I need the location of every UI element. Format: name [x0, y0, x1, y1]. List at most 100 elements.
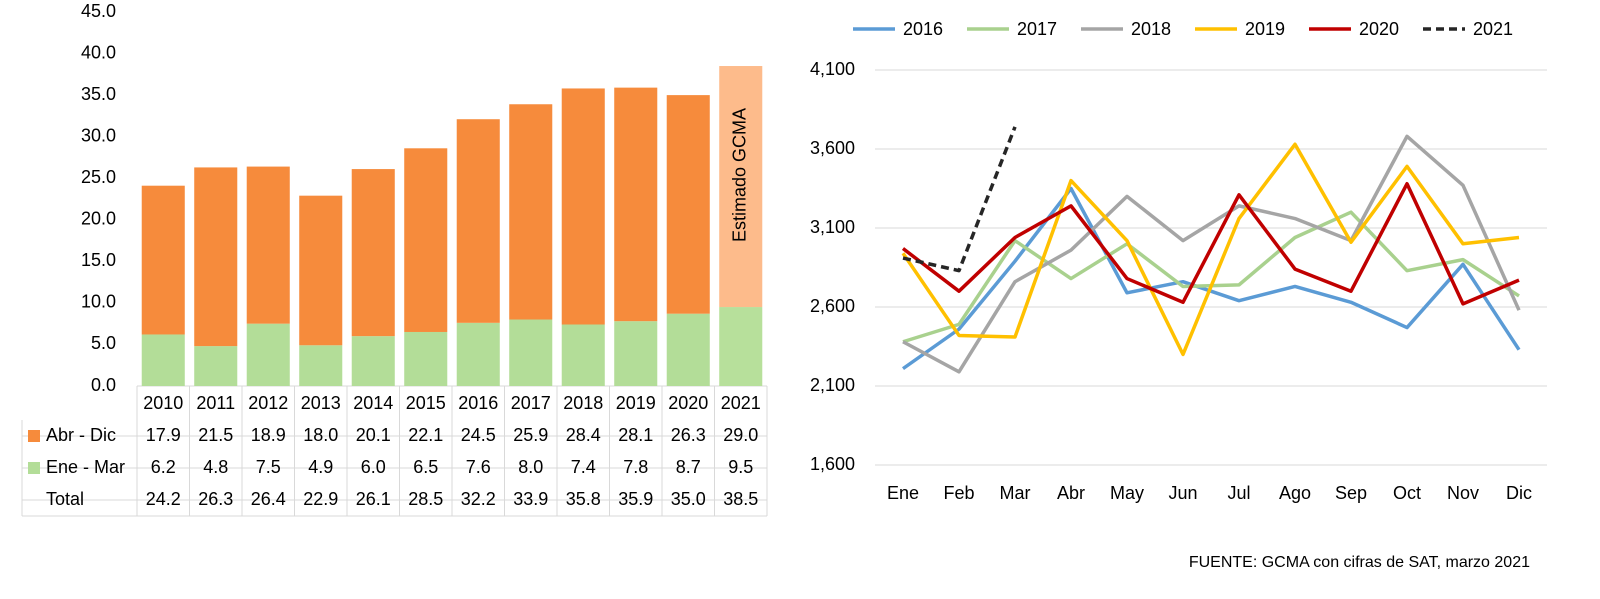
series-line — [902, 126, 1017, 273]
table-cell: 22.9 — [303, 489, 338, 509]
table-cell: 26.3 — [671, 425, 706, 445]
y-tick-label: 3,100 — [810, 217, 855, 237]
table-cell: 33.9 — [513, 489, 548, 509]
table-cell: 7.8 — [623, 457, 648, 477]
x-tick-label: Jul — [1227, 483, 1250, 503]
x-tick-label: May — [1110, 483, 1144, 503]
y-tick-label: 40.0 — [81, 42, 116, 62]
x-tick-label: Dic — [1506, 483, 1532, 503]
x-tick-label: 2021 — [721, 393, 761, 413]
table-cell: 22.1 — [408, 425, 443, 445]
annotation: Estimado GCMA — [730, 108, 750, 242]
legend-label: 2017 — [1017, 19, 1057, 39]
table-cell: 17.9 — [146, 425, 181, 445]
legend-label: 2021 — [1473, 19, 1513, 39]
y-tick-label: 2,100 — [810, 375, 855, 395]
bar-segment — [614, 87, 658, 322]
bar-segment — [194, 346, 238, 386]
legend-label: Abr - Dic — [46, 425, 116, 445]
x-tick-label: 2015 — [406, 393, 446, 413]
table-cell: 7.6 — [466, 457, 491, 477]
table-cell: 28.5 — [408, 489, 443, 509]
bar-segment — [509, 319, 553, 386]
bar-segment — [666, 95, 710, 314]
table-cell: 26.1 — [356, 489, 391, 509]
x-tick-label: 2014 — [353, 393, 393, 413]
table-cell: 6.2 — [151, 457, 176, 477]
table-cell: 18.9 — [251, 425, 286, 445]
bar-segment — [246, 323, 290, 386]
series-line — [901, 186, 1521, 371]
x-tick-label: 2013 — [301, 393, 341, 413]
bar-segment — [404, 331, 448, 386]
x-tick-label: 2016 — [458, 393, 498, 413]
y-tick-label: 4,100 — [810, 59, 855, 79]
y-tick-label: 0.0 — [91, 375, 116, 395]
table-cell: 32.2 — [461, 489, 496, 509]
table-cell: 35.8 — [566, 489, 601, 509]
bar-segment — [351, 169, 395, 337]
bar-segment — [404, 148, 448, 332]
bar-segment — [299, 195, 343, 346]
bar-segment — [194, 167, 238, 347]
x-tick-label: Ago — [1279, 483, 1311, 503]
x-tick-label: 2018 — [563, 393, 603, 413]
y-tick-label: 10.0 — [81, 292, 116, 312]
x-tick-label: 2019 — [616, 393, 656, 413]
legend-label: 2018 — [1131, 19, 1171, 39]
table-cell: 4.8 — [203, 457, 228, 477]
legend-label: Ene - Mar — [46, 457, 125, 477]
table-cell: 38.5 — [723, 489, 758, 509]
bar-segment — [614, 321, 658, 386]
table-cell: 7.5 — [256, 457, 281, 477]
y-tick-label: 35.0 — [81, 84, 116, 104]
x-tick-label: Feb — [943, 483, 974, 503]
x-tick-label: Oct — [1393, 483, 1421, 503]
bar-segment — [351, 336, 395, 386]
bar-segment — [509, 104, 553, 320]
table-cell: 28.1 — [618, 425, 653, 445]
x-tick-label: 2011 — [196, 393, 235, 413]
x-tick-label: Sep — [1335, 483, 1367, 503]
y-tick-label: 2,600 — [810, 296, 855, 316]
bar-segment — [561, 88, 605, 325]
x-tick-label: 2020 — [668, 393, 708, 413]
x-tick-label: 2012 — [248, 393, 288, 413]
y-tick-label: 20.0 — [81, 209, 116, 229]
x-tick-label: Mar — [1000, 483, 1031, 503]
series-line — [901, 142, 1520, 357]
bar-segment — [456, 119, 500, 323]
bar-segment — [456, 322, 500, 386]
y-tick-label: 45.0 — [81, 1, 116, 21]
legend-swatch — [28, 462, 40, 474]
table-cell: 26.3 — [198, 489, 233, 509]
table-cell: 8.0 — [518, 457, 543, 477]
table-cell: 18.0 — [303, 425, 338, 445]
series-line — [902, 134, 1521, 374]
bar-segment — [719, 307, 763, 386]
bar-segment — [299, 345, 343, 386]
x-tick-label: Jun — [1168, 483, 1197, 503]
legend-label: 2016 — [903, 19, 943, 39]
table-cell: 25.9 — [513, 425, 548, 445]
bar-segment — [246, 166, 290, 324]
bar-segment — [719, 66, 763, 308]
y-tick-label: 30.0 — [81, 125, 116, 145]
table-cell: 8.7 — [676, 457, 701, 477]
x-tick-label: Abr — [1057, 483, 1085, 503]
table-cell: 7.4 — [571, 457, 596, 477]
source-note: FUENTE: GCMA con cifras de SAT, marzo 20… — [1189, 554, 1530, 571]
x-tick-label: 2017 — [511, 393, 551, 413]
table-cell: 28.4 — [566, 425, 601, 445]
legend-label: 2020 — [1359, 19, 1399, 39]
bar-segment — [141, 334, 185, 386]
table-row-label: Total — [46, 489, 84, 509]
table-cell: 24.2 — [146, 489, 181, 509]
legend-swatch — [28, 430, 40, 442]
x-tick-label: 2010 — [143, 393, 183, 413]
bar-segment — [561, 324, 605, 386]
y-tick-label: 5.0 — [91, 333, 116, 353]
y-tick-label: 3,600 — [810, 138, 855, 158]
y-tick-label: 25.0 — [81, 167, 116, 187]
